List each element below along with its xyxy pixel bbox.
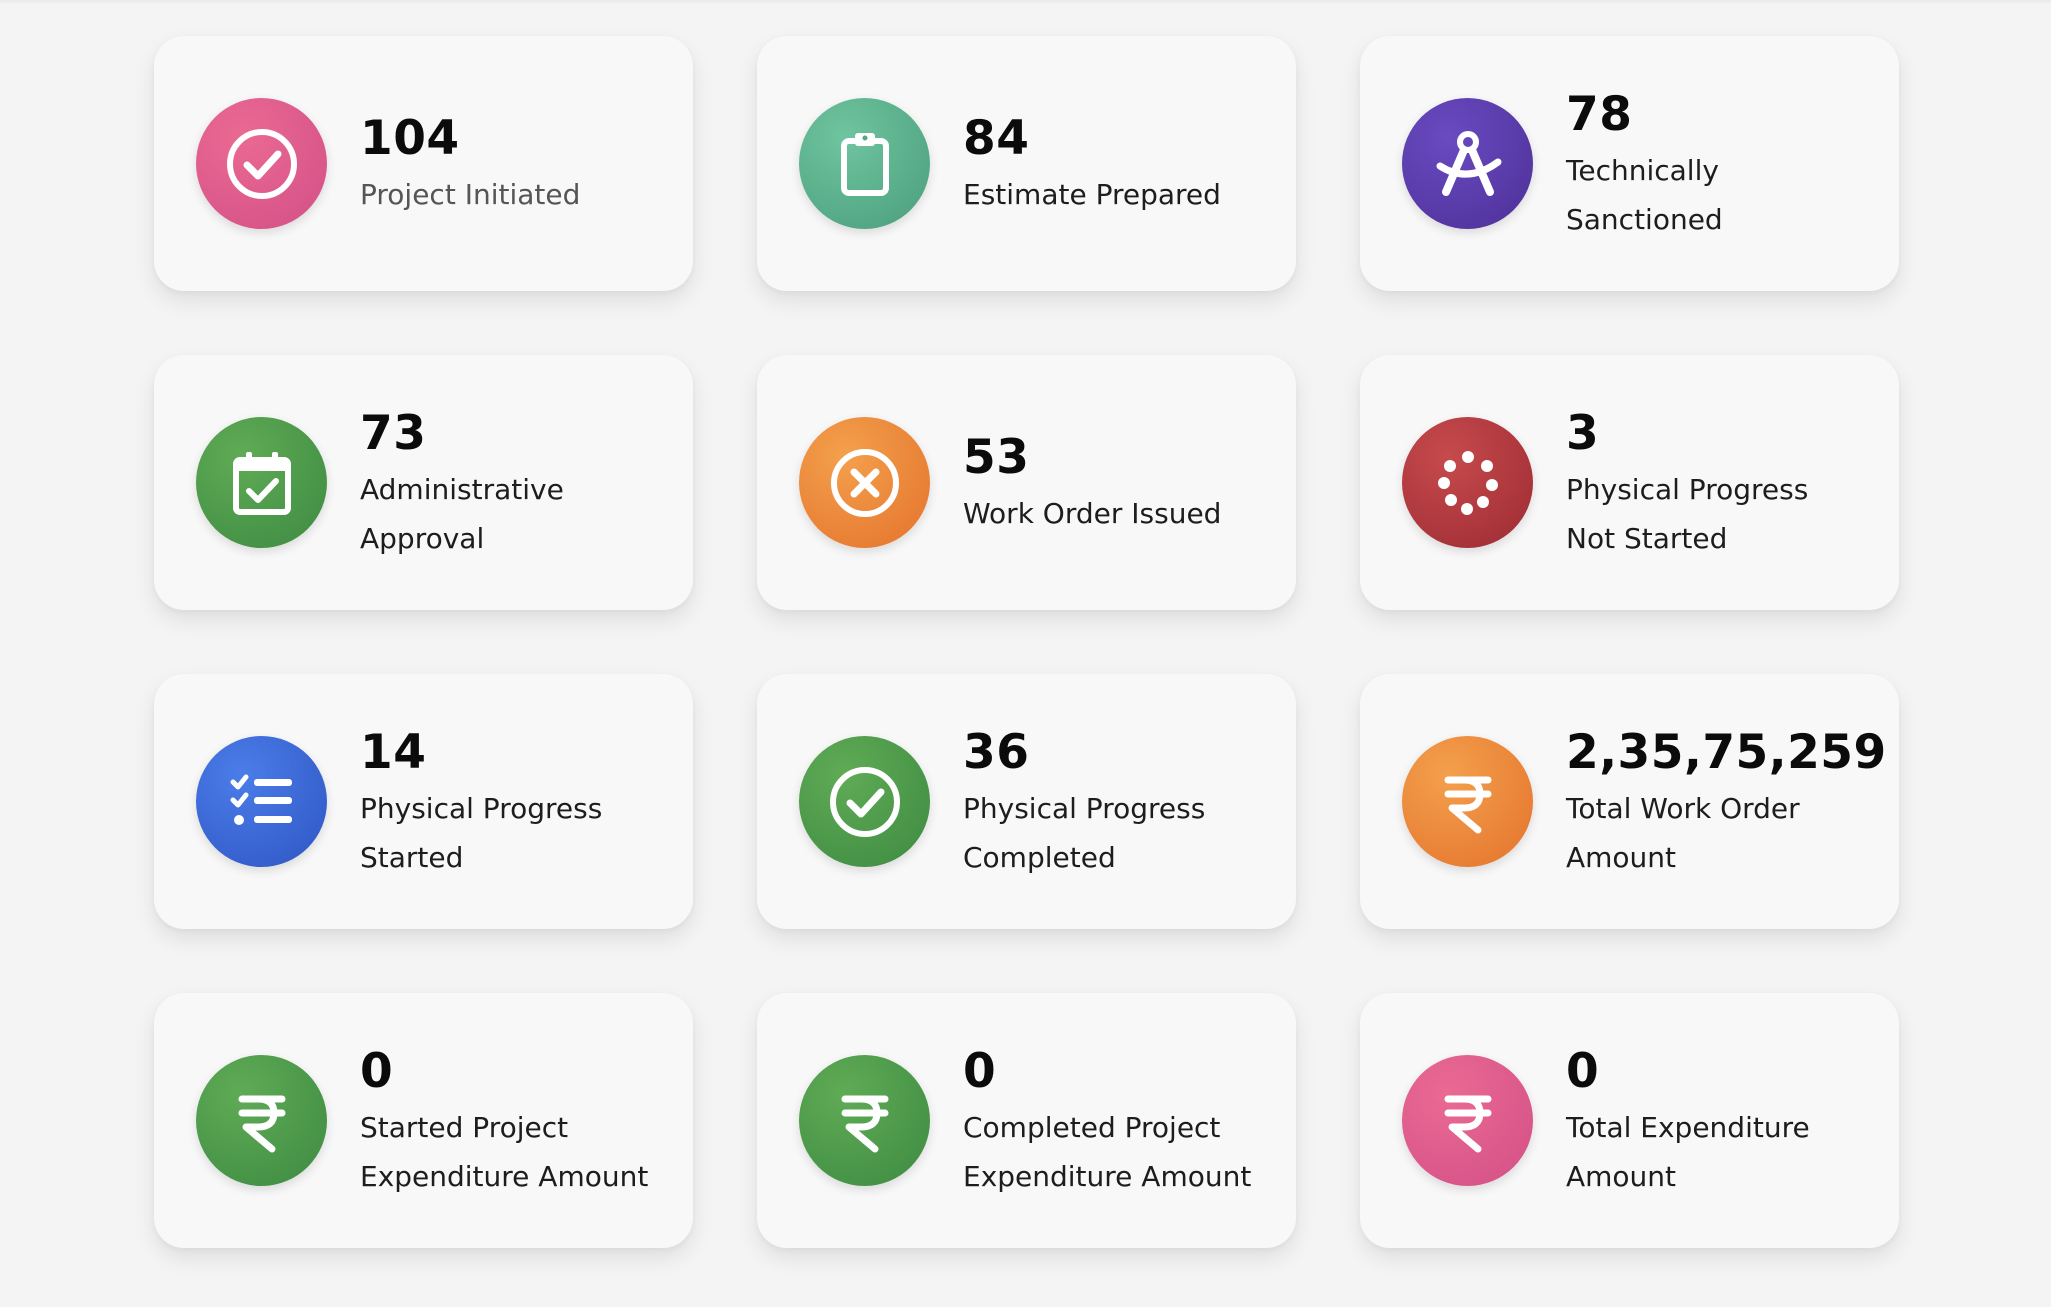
stat-card-total-work-order-amount[interactable]: 2,35,75,259 Total Work Order Amount xyxy=(1360,674,1899,929)
stat-card-administrative-approval[interactable]: 73 Administrative Approval xyxy=(154,355,693,610)
stat-label-line2: Expenditure Amount xyxy=(360,1159,649,1193)
stat-value: 0 xyxy=(963,1043,997,1099)
stat-label: Estimate Prepared xyxy=(963,178,1221,211)
check-circle-icon xyxy=(196,98,327,229)
stat-value: 73 xyxy=(360,405,427,461)
stat-label: Project Initiated xyxy=(360,178,581,211)
stat-text: 73 Administrative Approval xyxy=(360,355,683,610)
stat-value: 14 xyxy=(360,724,427,780)
rupee-icon xyxy=(1402,736,1533,867)
stat-value: 2,35,75,259 xyxy=(1566,724,1887,780)
x-circle-icon xyxy=(799,417,930,548)
stat-card-technically-sanctioned[interactable]: 78 Technically Sanctioned xyxy=(1360,36,1899,291)
stat-text: 53 Work Order Issued xyxy=(963,355,1286,610)
stat-value: 104 xyxy=(360,111,460,166)
compass-icon xyxy=(1402,98,1533,229)
rupee-icon xyxy=(196,1055,327,1186)
stat-text: 78 Technically Sanctioned xyxy=(1566,36,1889,291)
check-circle-icon xyxy=(799,736,930,867)
stat-label-line2: Amount xyxy=(1566,840,1677,874)
stat-label-line1: Physical Progress xyxy=(963,791,1206,825)
stat-label-line2: Completed xyxy=(963,840,1116,874)
stat-label-line2: Started xyxy=(360,840,464,874)
stat-text: 104 Project Initiated xyxy=(360,36,683,291)
stat-card-work-order-issued[interactable]: 53 Work Order Issued xyxy=(757,355,1296,610)
stat-label-line1: Physical Progress xyxy=(360,791,603,825)
stats-grid: 104 Project Initiated 84 Estimate Prepar… xyxy=(154,36,1899,1248)
stat-value: 36 xyxy=(963,724,1030,780)
stat-label-line2: Not Started xyxy=(1566,521,1728,555)
stat-card-total-expenditure[interactable]: 0 Total Expenditure Amount xyxy=(1360,993,1899,1248)
stat-label-line2: Amount xyxy=(1566,1159,1677,1193)
stat-text: 0 Completed Project Expenditure Amount xyxy=(963,993,1286,1248)
spinner-icon xyxy=(1402,417,1533,548)
stat-value: 3 xyxy=(1566,405,1600,461)
stat-text: 0 Total Expenditure Amount xyxy=(1566,993,1889,1248)
stat-card-project-initiated[interactable]: 104 Project Initiated xyxy=(154,36,693,291)
stat-label-line1: Started Project xyxy=(360,1110,569,1144)
calendar-check-icon xyxy=(196,417,327,548)
stat-value: 0 xyxy=(360,1043,394,1099)
stat-card-progress-completed[interactable]: 36 Physical Progress Completed xyxy=(757,674,1296,929)
stat-text: 14 Physical Progress Started xyxy=(360,674,683,929)
stat-text: 3 Physical Progress Not Started xyxy=(1566,355,1889,610)
stat-label-line1: Technically xyxy=(1566,153,1719,187)
stat-card-estimate-prepared[interactable]: 84 Estimate Prepared xyxy=(757,36,1296,291)
rupee-icon xyxy=(1402,1055,1533,1186)
stat-label-line1: Physical Progress xyxy=(1566,472,1809,506)
stat-label-line2: Sanctioned xyxy=(1566,202,1723,236)
stat-text: 84 Estimate Prepared xyxy=(963,36,1286,291)
stat-label-line1: Administrative xyxy=(360,472,564,506)
stat-label-line2: Approval xyxy=(360,521,485,555)
clipboard-icon xyxy=(799,98,930,229)
stat-card-progress-not-started[interactable]: 3 Physical Progress Not Started xyxy=(1360,355,1899,610)
stat-text: 0 Started Project Expenditure Amount xyxy=(360,993,683,1248)
stat-value: 84 xyxy=(963,111,1030,166)
stat-label-line1: Total Work Order xyxy=(1566,791,1800,825)
stat-label: Work Order Issued xyxy=(963,497,1222,530)
stat-card-completed-project-expenditure[interactable]: 0 Completed Project Expenditure Amount xyxy=(757,993,1296,1248)
stat-card-started-project-expenditure[interactable]: 0 Started Project Expenditure Amount xyxy=(154,993,693,1248)
stat-card-progress-started[interactable]: 14 Physical Progress Started xyxy=(154,674,693,929)
stat-text: 36 Physical Progress Completed xyxy=(963,674,1286,929)
stat-value: 0 xyxy=(1566,1043,1600,1099)
stat-label-line1: Total Expenditure xyxy=(1566,1110,1810,1144)
top-divider xyxy=(0,0,2051,4)
stat-value: 78 xyxy=(1566,86,1633,142)
stat-text: 2,35,75,259 Total Work Order Amount xyxy=(1566,674,1889,929)
stat-label-line2: Expenditure Amount xyxy=(963,1159,1252,1193)
stat-label-line1: Completed Project xyxy=(963,1110,1221,1144)
stat-value: 53 xyxy=(963,430,1030,485)
rupee-icon xyxy=(799,1055,930,1186)
task-list-icon xyxy=(196,736,327,867)
